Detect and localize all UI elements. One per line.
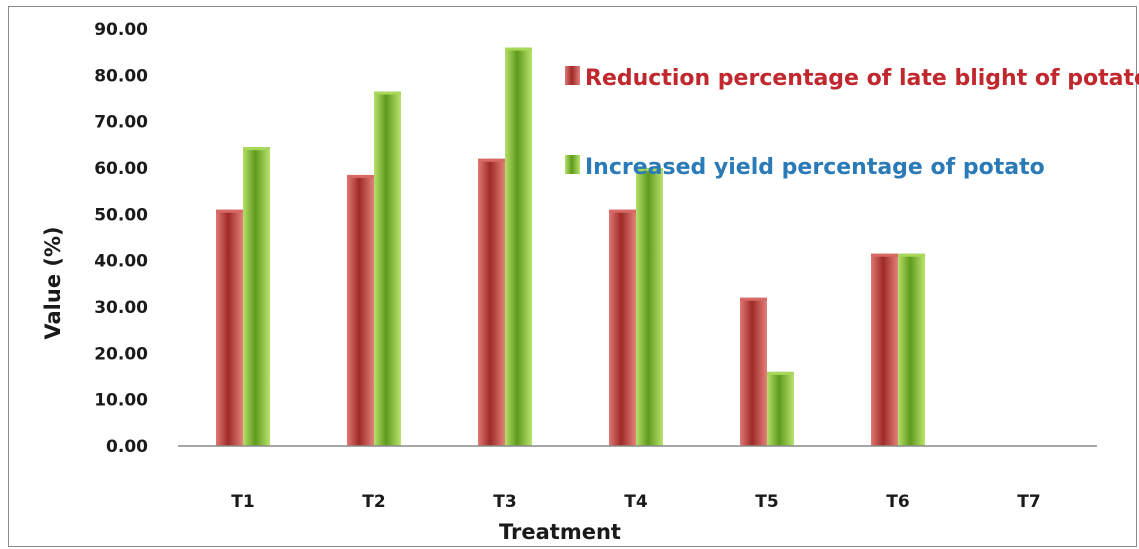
y-tick-label: 50.00 (94, 205, 148, 225)
bar-top-reduction (478, 158, 505, 162)
legend: Reduction percentage of late blight of p… (565, 66, 1139, 180)
bar-top-yield (898, 253, 925, 257)
bar-top-reduction (871, 253, 898, 257)
bar-top-yield (243, 147, 270, 151)
y-axis-title: Value (%) (41, 226, 65, 339)
bar-yield (767, 371, 794, 446)
bar-reduction (609, 209, 636, 446)
bar-top-reduction (740, 297, 767, 301)
x-tick-label: T4 (624, 492, 648, 512)
legend-label-reduction: Reduction percentage of late blight of p… (585, 66, 1139, 91)
bar-reduction (871, 253, 898, 446)
x-tick-label: T2 (362, 492, 385, 512)
x-tick-label: T3 (493, 492, 516, 512)
bar-reduction (740, 297, 767, 446)
bar-yield (898, 253, 925, 446)
y-tick-label: 80.00 (94, 66, 148, 86)
legend-swatch-reduction (565, 66, 580, 85)
y-axis-ticks: 0.00 10.00 20.00 30.00 40.00 50.00 60.00 70.00 8… (94, 20, 148, 457)
bar-reduction (347, 174, 374, 446)
y-tick-label: 30.00 (94, 298, 148, 318)
y-tick-label: 0.00 (106, 437, 148, 457)
bar-top-yield (505, 47, 532, 51)
bar-reduction (478, 158, 505, 446)
bar-reduction (216, 209, 243, 446)
x-axis-ticks: T1 T2 T3 T4 T5 T6 T7 (231, 492, 1040, 512)
x-tick-label: T5 (755, 492, 778, 512)
bar-yield (505, 47, 532, 447)
y-tick-label: 40.00 (94, 252, 148, 272)
bars (216, 47, 925, 447)
bar-yield (374, 91, 401, 447)
x-tick-label: T1 (231, 492, 254, 512)
bar-yield (243, 147, 270, 446)
bar-top-yield (374, 91, 401, 95)
bar-top-reduction (609, 209, 636, 213)
legend-swatch-yield (565, 155, 580, 174)
bar-top-reduction (347, 174, 374, 178)
x-axis-title: Treatment (499, 520, 621, 544)
bar-yield (636, 168, 663, 446)
legend-label-yield: Increased yield percentage of potato (585, 155, 1045, 180)
y-tick-label: 60.00 (94, 159, 148, 179)
y-tick-label: 10.00 (94, 391, 148, 411)
x-tick-label: T7 (1017, 492, 1040, 512)
chart-frame (8, 6, 1137, 547)
y-tick-label: 20.00 (94, 344, 148, 364)
y-tick-label: 70.00 (94, 113, 148, 133)
bar-top-reduction (216, 209, 243, 213)
bar-top-yield (767, 371, 794, 375)
bar-top-yield (636, 168, 663, 171)
y-tick-label: 90.00 (94, 20, 148, 40)
x-tick-label: T6 (886, 492, 909, 512)
